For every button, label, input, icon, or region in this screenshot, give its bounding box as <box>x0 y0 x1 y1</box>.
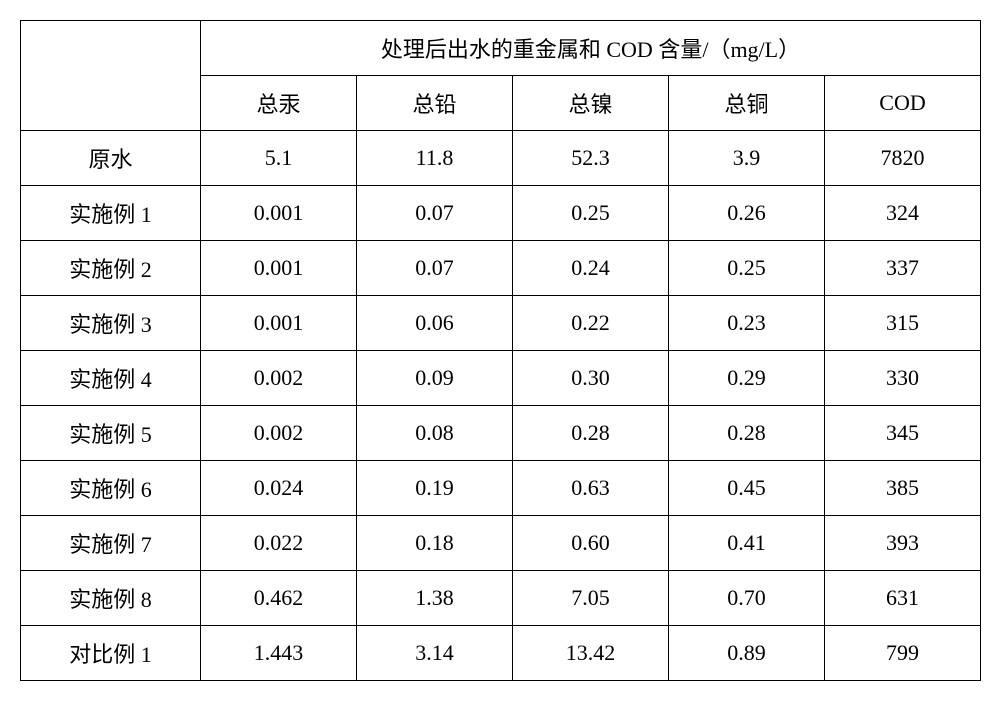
row-label-cell: 原水 <box>21 131 201 186</box>
row-label-cell: 实施例 2 <box>21 241 201 296</box>
data-cell: 0.45 <box>669 461 825 516</box>
data-cell: 7.05 <box>513 571 669 626</box>
table-header-row-1: 处理后出水的重金属和 COD 含量/（mg/L） <box>21 21 981 76</box>
data-cell: 0.002 <box>201 406 357 461</box>
data-cell: 0.26 <box>669 186 825 241</box>
data-cell: 1.38 <box>357 571 513 626</box>
data-cell: 345 <box>825 406 981 461</box>
data-cell: 0.25 <box>669 241 825 296</box>
data-cell: 0.024 <box>201 461 357 516</box>
row-label-cell: 实施例 3 <box>21 296 201 351</box>
sub-header-cell: 总镍 <box>513 76 669 131</box>
data-cell: 324 <box>825 186 981 241</box>
table-row: 实施例 1 0.001 0.07 0.25 0.26 324 <box>21 186 981 241</box>
data-cell: 11.8 <box>357 131 513 186</box>
sub-header-cell: 总铜 <box>669 76 825 131</box>
header-title-cell: 处理后出水的重金属和 COD 含量/（mg/L） <box>201 21 981 76</box>
data-table-container: 处理后出水的重金属和 COD 含量/（mg/L） 总汞 总铅 总镍 总铜 COD… <box>20 20 980 681</box>
data-cell: 7820 <box>825 131 981 186</box>
data-cell: 0.08 <box>357 406 513 461</box>
table-row: 实施例 3 0.001 0.06 0.22 0.23 315 <box>21 296 981 351</box>
data-cell: 631 <box>825 571 981 626</box>
data-cell: 0.07 <box>357 241 513 296</box>
data-cell: 0.23 <box>669 296 825 351</box>
row-label-cell: 实施例 6 <box>21 461 201 516</box>
row-label-cell: 实施例 1 <box>21 186 201 241</box>
header-blank-cell <box>21 21 201 131</box>
data-cell: 0.001 <box>201 296 357 351</box>
data-cell: 0.89 <box>669 626 825 681</box>
data-cell: 0.25 <box>513 186 669 241</box>
table-row: 实施例 7 0.022 0.18 0.60 0.41 393 <box>21 516 981 571</box>
sub-header-cell: 总铅 <box>357 76 513 131</box>
data-cell: 13.42 <box>513 626 669 681</box>
table-row: 实施例 5 0.002 0.08 0.28 0.28 345 <box>21 406 981 461</box>
data-cell: 385 <box>825 461 981 516</box>
data-cell: 0.70 <box>669 571 825 626</box>
table-row: 实施例 6 0.024 0.19 0.63 0.45 385 <box>21 461 981 516</box>
data-cell: 0.24 <box>513 241 669 296</box>
data-cell: 337 <box>825 241 981 296</box>
data-cell: 0.19 <box>357 461 513 516</box>
table-body: 原水 5.1 11.8 52.3 3.9 7820 实施例 1 0.001 0.… <box>21 131 981 681</box>
data-cell: 0.18 <box>357 516 513 571</box>
data-cell: 0.30 <box>513 351 669 406</box>
row-label-cell: 实施例 5 <box>21 406 201 461</box>
data-cell: 0.41 <box>669 516 825 571</box>
data-cell: 0.09 <box>357 351 513 406</box>
data-cell: 0.60 <box>513 516 669 571</box>
data-cell: 0.002 <box>201 351 357 406</box>
data-cell: 0.001 <box>201 186 357 241</box>
data-cell: 1.443 <box>201 626 357 681</box>
data-cell: 315 <box>825 296 981 351</box>
data-cell: 0.001 <box>201 241 357 296</box>
data-cell: 0.022 <box>201 516 357 571</box>
data-cell: 799 <box>825 626 981 681</box>
data-cell: 5.1 <box>201 131 357 186</box>
data-table: 处理后出水的重金属和 COD 含量/（mg/L） 总汞 总铅 总镍 总铜 COD… <box>20 20 981 681</box>
table-row: 实施例 8 0.462 1.38 7.05 0.70 631 <box>21 571 981 626</box>
row-label-cell: 实施例 8 <box>21 571 201 626</box>
table-row: 实施例 4 0.002 0.09 0.30 0.29 330 <box>21 351 981 406</box>
data-cell: 0.28 <box>669 406 825 461</box>
sub-header-cell: 总汞 <box>201 76 357 131</box>
data-cell: 3.9 <box>669 131 825 186</box>
table-row: 对比例 1 1.443 3.14 13.42 0.89 799 <box>21 626 981 681</box>
data-cell: 393 <box>825 516 981 571</box>
data-cell: 0.06 <box>357 296 513 351</box>
table-row: 实施例 2 0.001 0.07 0.24 0.25 337 <box>21 241 981 296</box>
data-cell: 0.462 <box>201 571 357 626</box>
row-label-cell: 对比例 1 <box>21 626 201 681</box>
data-cell: 0.07 <box>357 186 513 241</box>
data-cell: 0.22 <box>513 296 669 351</box>
table-row: 原水 5.1 11.8 52.3 3.9 7820 <box>21 131 981 186</box>
data-cell: 0.29 <box>669 351 825 406</box>
sub-header-cell: COD <box>825 76 981 131</box>
data-cell: 330 <box>825 351 981 406</box>
data-cell: 3.14 <box>357 626 513 681</box>
data-cell: 0.28 <box>513 406 669 461</box>
row-label-cell: 实施例 7 <box>21 516 201 571</box>
data-cell: 52.3 <box>513 131 669 186</box>
row-label-cell: 实施例 4 <box>21 351 201 406</box>
data-cell: 0.63 <box>513 461 669 516</box>
